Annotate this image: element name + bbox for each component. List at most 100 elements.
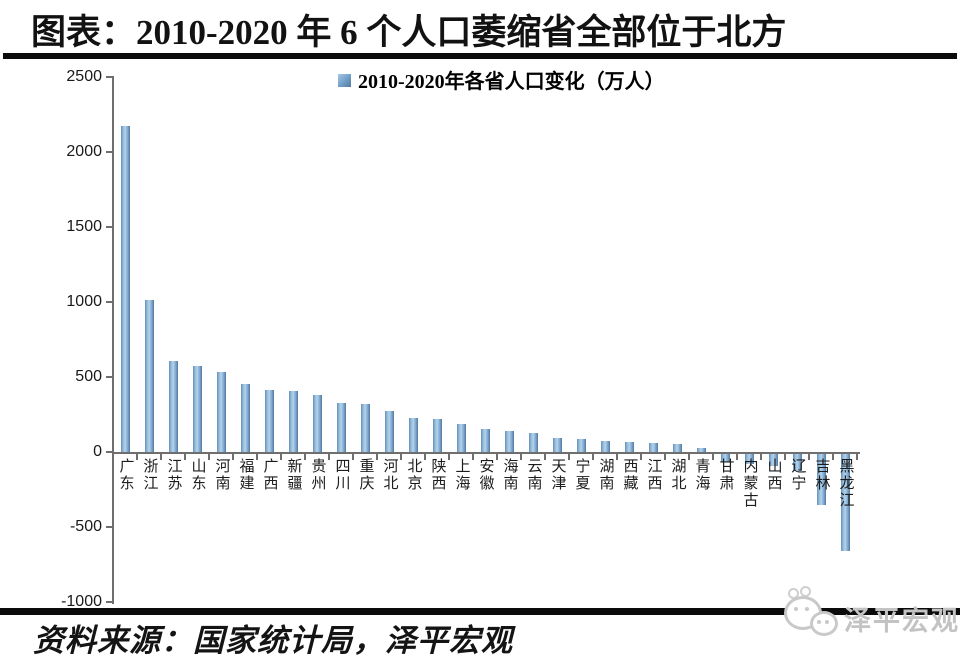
- bar: [288, 391, 298, 452]
- x-axis-tick: [808, 454, 810, 460]
- x-axis-tick: [232, 454, 234, 460]
- x-tick-label: 福建: [237, 458, 254, 492]
- bar: [720, 454, 730, 463]
- y-tick-label: 500: [75, 368, 102, 385]
- x-axis-tick: [616, 454, 618, 460]
- x-tick-label: 上海: [453, 458, 470, 492]
- x-axis-tick: [544, 454, 546, 460]
- bar: [816, 454, 826, 505]
- x-tick-label: 安徽: [477, 458, 494, 492]
- x-axis-tick: [136, 454, 138, 460]
- zeping-logo-small-icon: [810, 611, 838, 636]
- bar: [624, 442, 634, 452]
- bar: [384, 410, 394, 452]
- x-axis-tick: [112, 454, 114, 460]
- logo-eye-icon: [805, 607, 809, 611]
- x-tick-label: 黑龙江: [837, 458, 854, 509]
- x-axis-tick: [664, 454, 666, 460]
- x-axis-tick: [400, 454, 402, 460]
- bar: [648, 442, 658, 452]
- x-axis-tick: [856, 454, 858, 460]
- x-axis-tick: [256, 454, 258, 460]
- x-tick-label: 北京: [405, 458, 422, 492]
- x-axis-tick: [640, 454, 642, 460]
- x-axis-tick: [688, 454, 690, 460]
- bar: [672, 444, 682, 452]
- x-axis-tick: [208, 454, 210, 460]
- x-tick-label: 山西: [765, 458, 782, 492]
- x-axis-tick: [520, 454, 522, 460]
- y-tick-label: 2500: [66, 68, 102, 85]
- x-axis-tick: [304, 454, 306, 460]
- y-axis-line: [112, 76, 114, 604]
- bar: [840, 454, 850, 551]
- page-title: 图表：2010-2020 年 6 个人口萎缩省全部位于北方: [31, 13, 787, 52]
- x-axis-tick: [160, 454, 162, 460]
- bar: [216, 371, 226, 452]
- bar: [600, 440, 610, 452]
- x-axis-tick: [496, 454, 498, 460]
- x-tick-label: 甘肃: [717, 458, 734, 492]
- y-axis-tick: [106, 376, 112, 378]
- legend-label: 2010-2020年各省人口变化（万人）: [358, 71, 665, 93]
- bar: [120, 126, 130, 452]
- x-axis-tick: [448, 454, 450, 460]
- y-tick-label: -500: [69, 518, 102, 535]
- x-tick-label: 西藏: [621, 458, 638, 492]
- x-tick-label: 陕西: [429, 458, 446, 492]
- x-tick-label: 云南: [525, 458, 542, 492]
- x-tick-label: 湖北: [669, 458, 686, 492]
- bar: [360, 403, 370, 452]
- title-divider: [3, 53, 957, 59]
- x-tick-label: 河南: [213, 458, 230, 492]
- x-axis-tick: [376, 454, 378, 460]
- x-tick-label: 天津: [549, 458, 566, 492]
- bar: [336, 403, 346, 452]
- bar: [408, 417, 418, 452]
- bar: [768, 454, 778, 466]
- logo-eye-icon: [825, 620, 829, 624]
- x-tick-label: 重庆: [357, 458, 374, 492]
- bar: [456, 424, 466, 452]
- bar: [312, 394, 322, 452]
- chart-legend: 2010-2020年各省人口变化（万人）: [338, 65, 665, 94]
- x-axis-line: [112, 452, 860, 454]
- x-axis-tick: [784, 454, 786, 460]
- x-tick-label: 海南: [501, 458, 518, 492]
- x-axis-tick: [280, 454, 282, 460]
- x-tick-label: 四川: [333, 458, 350, 492]
- x-tick-label: 青海: [693, 458, 710, 492]
- y-axis-tick: [106, 451, 112, 453]
- bar: [240, 383, 250, 452]
- x-tick-label: 宁夏: [573, 458, 590, 492]
- x-tick-label: 江西: [645, 458, 662, 492]
- x-axis-tick: [760, 454, 762, 460]
- x-tick-label: 浙江: [141, 458, 158, 492]
- watermark-label: 泽平宏观: [844, 606, 960, 636]
- bar: [696, 447, 706, 452]
- logo-eye-icon: [817, 620, 821, 624]
- legend-marker-icon: [338, 74, 351, 87]
- y-axis-tick: [106, 526, 112, 528]
- x-tick-label: 江苏: [165, 458, 182, 492]
- bar: [480, 429, 490, 452]
- x-tick-label: 河北: [381, 458, 398, 492]
- y-axis-tick: [106, 76, 112, 78]
- bar: [504, 430, 514, 452]
- x-axis-tick: [568, 454, 570, 460]
- bar: [432, 418, 442, 452]
- x-axis-tick: [712, 454, 714, 460]
- bar: [528, 433, 538, 452]
- x-axis-tick: [424, 454, 426, 460]
- x-tick-label: 辽宁: [789, 458, 806, 492]
- bar: [192, 366, 202, 452]
- x-tick-label: 贵州: [309, 458, 326, 492]
- x-tick-label: 吉林: [813, 458, 830, 492]
- y-tick-label: 0: [93, 443, 102, 460]
- x-axis-tick: [328, 454, 330, 460]
- bar: [552, 438, 562, 452]
- y-tick-label: 1500: [66, 218, 102, 235]
- x-tick-label: 山东: [189, 458, 206, 492]
- x-tick-label: 广东: [117, 458, 134, 492]
